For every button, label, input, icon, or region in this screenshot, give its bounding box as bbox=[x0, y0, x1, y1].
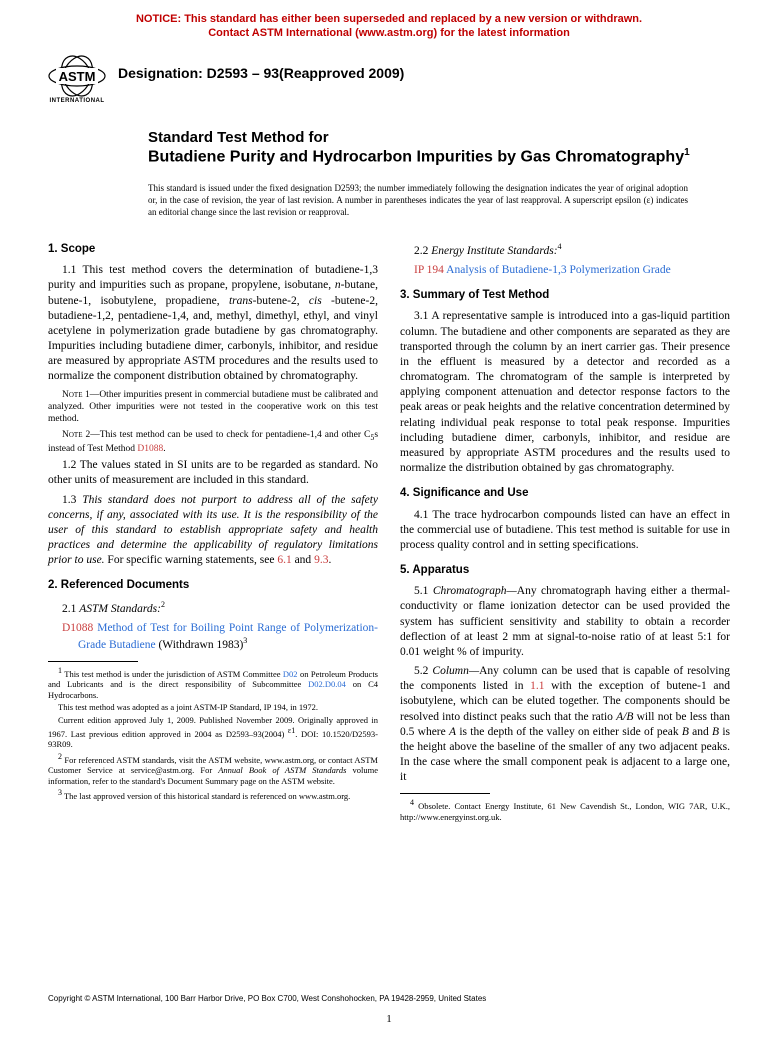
note-1: Note 1—Other impurities present in comme… bbox=[48, 389, 378, 426]
ref-d1088: D1088 Method of Test for Boiling Point R… bbox=[48, 621, 378, 653]
para-5-1: 5.1 Chromatograph—Any chromatograph havi… bbox=[400, 584, 730, 660]
para-3-1: 3.1 A representative sample is introduce… bbox=[400, 309, 730, 476]
page-number: 1 bbox=[0, 1013, 778, 1025]
title-sup: 1 bbox=[684, 147, 690, 158]
footnote-rule-left bbox=[48, 661, 138, 662]
title-main: Butadiene Purity and Hydrocarbon Impurit… bbox=[148, 147, 718, 167]
footnotes-right: 4 Obsolete. Contact Energy Institute, 61… bbox=[400, 798, 730, 822]
para-1-1: 1.1 This test method covers the determin… bbox=[48, 263, 378, 384]
footnotes-left: 1 This test method is under the jurisdic… bbox=[48, 666, 378, 802]
issuance-note: This standard is issued under the fixed … bbox=[0, 168, 778, 218]
left-column: 1. Scope 1.1 This test method covers the… bbox=[48, 242, 378, 824]
sec-4-head: 4. Significance and Use bbox=[400, 486, 730, 501]
para-1-3: 1.3 This standard does not purport to ad… bbox=[48, 493, 378, 569]
notice-line2: Contact ASTM International (www.astm.org… bbox=[208, 27, 570, 39]
body-columns: 1. Scope 1.1 This test method covers the… bbox=[0, 218, 778, 824]
copyright: Copyright © ASTM International, 100 Barr… bbox=[48, 994, 486, 1003]
designation: Designation: D2593 – 93(Reapproved 2009) bbox=[118, 65, 404, 81]
footnote-rule-right bbox=[400, 793, 490, 794]
title-prefix: Standard Test Method for bbox=[148, 129, 718, 148]
para-5-2: 5.2 Column—Any column can be used that i… bbox=[400, 664, 730, 785]
para-2-1: 2.1 ASTM Standards:2 bbox=[48, 600, 378, 617]
para-4-1: 4.1 The trace hydrocarbon compounds list… bbox=[400, 508, 730, 554]
para-1-2: 1.2 The values stated in SI units are to… bbox=[48, 458, 378, 488]
ref-ip194: IP 194 Analysis of Butadiene-1,3 Polymer… bbox=[400, 263, 730, 278]
right-column: 2.2 Energy Institute Standards:4 IP 194 … bbox=[400, 242, 730, 824]
sec-5-head: 5. Apparatus bbox=[400, 563, 730, 578]
svg-text:ASTM: ASTM bbox=[59, 69, 96, 84]
sec-3-head: 3. Summary of Test Method bbox=[400, 288, 730, 303]
notice-banner: NOTICE: This standard has either been su… bbox=[0, 0, 778, 41]
note-2: Note 2—This test method can be used to c… bbox=[48, 429, 378, 456]
sec-2-head: 2. Referenced Documents bbox=[48, 578, 378, 593]
sec-1-head: 1. Scope bbox=[48, 242, 378, 257]
header: ASTM INTERNATIONAL Designation: D2593 – … bbox=[0, 41, 778, 101]
title-block: Standard Test Method for Butadiene Purit… bbox=[0, 101, 778, 168]
title-text: Butadiene Purity and Hydrocarbon Impurit… bbox=[148, 149, 684, 166]
para-2-2: 2.2 Energy Institute Standards:4 bbox=[400, 242, 730, 259]
astm-logo: ASTM INTERNATIONAL bbox=[48, 51, 106, 101]
notice-line1: NOTICE: This standard has either been su… bbox=[136, 13, 642, 25]
logo-label: INTERNATIONAL bbox=[48, 98, 106, 104]
